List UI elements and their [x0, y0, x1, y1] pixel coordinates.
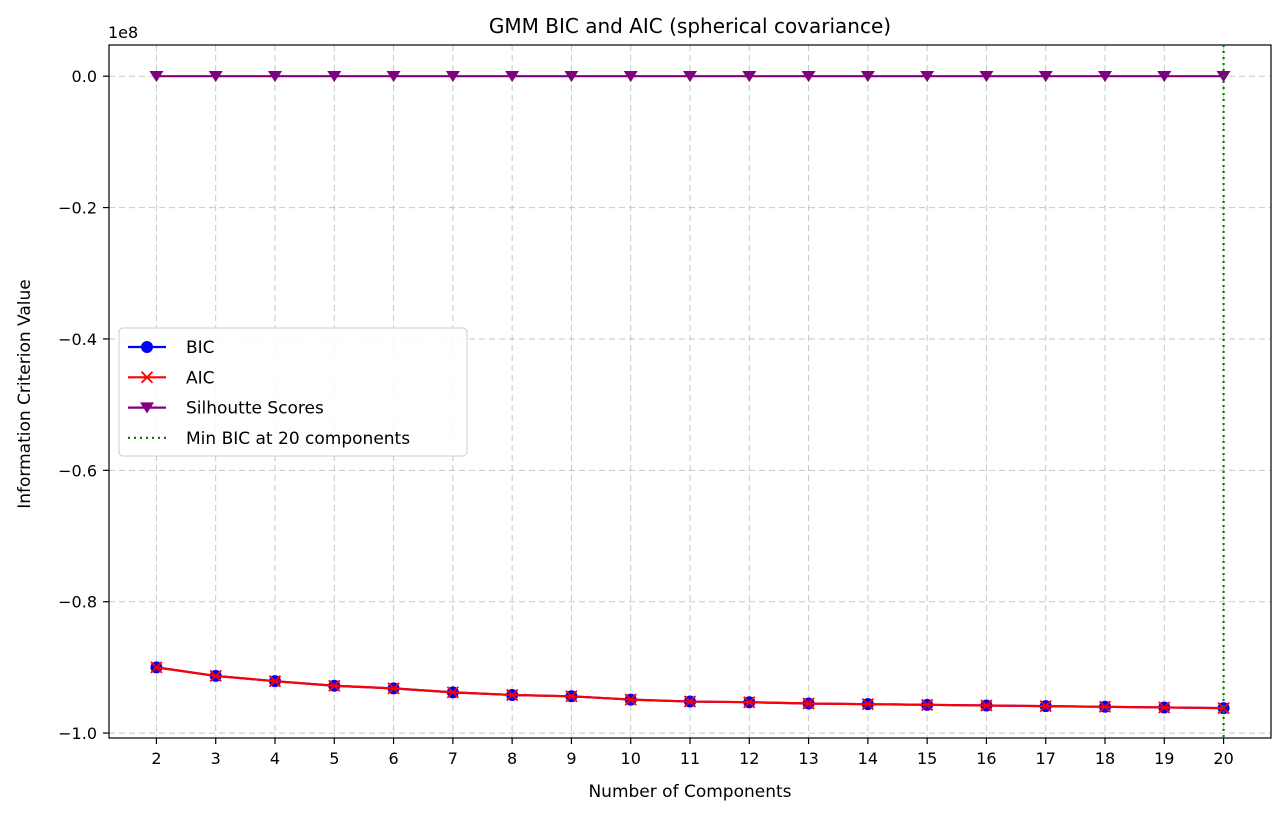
x-tick-label: 6: [388, 749, 398, 768]
silhoutte-scores-point: [149, 70, 164, 83]
x-axis-label: Number of Components: [588, 782, 791, 802]
aic-point: [1039, 700, 1052, 713]
legend-label: Silhoutte Scores: [186, 399, 324, 419]
silhoutte-scores-point: [742, 70, 757, 83]
plot-area: 2 3 4 5 6 7 8 9 10 11 12 13 14 15 16 17 18 19 20 0.0 −0.2 −0.…: [58, 44, 1272, 768]
silhoutte-scores-point: [1038, 70, 1053, 83]
aic-point: [328, 679, 341, 692]
x-tick-label: 20: [1213, 749, 1233, 768]
x-tick-label: 14: [858, 749, 878, 768]
x-tick-label: 5: [329, 749, 339, 768]
silhoutte-scores-point: [920, 70, 935, 83]
legend-item-bic: BIC: [128, 338, 215, 358]
silhoutte-scores-point: [386, 70, 401, 83]
aic-point: [268, 675, 282, 688]
legend-item-silhoutte-scores: Silhoutte Scores: [128, 399, 324, 419]
y-tick-label: −0.6: [58, 461, 97, 480]
x-tick-label: 7: [448, 749, 458, 768]
legend-label: AIC: [186, 368, 215, 388]
aic-point: [565, 690, 578, 703]
x-tick-label: 9: [566, 749, 576, 768]
x-tick-label: 4: [270, 749, 280, 768]
silhoutte-scores-point: [623, 70, 638, 83]
aic-point: [150, 661, 163, 674]
aic-point: [1158, 701, 1171, 714]
aic-point: [743, 696, 756, 709]
aic-point: [624, 693, 637, 706]
silhoutte-scores-point: [683, 70, 697, 83]
x-tick-label: 15: [917, 749, 937, 768]
silhoutte-scores-point: [327, 70, 342, 83]
x-axis-ticks: 2 3 4 5 6 7 8 9 10 11 12 13 14 15 16 17 18 19 20: [151, 738, 1234, 768]
aic-point: [802, 697, 815, 710]
legend-swatch-marker: [140, 371, 154, 384]
x-tick-label: 13: [798, 749, 818, 768]
legend-label: Min BIC at 20 components: [186, 429, 410, 449]
x-tick-label: 3: [211, 749, 221, 768]
aic-point: [980, 699, 993, 712]
legend-item-aic: AIC: [128, 368, 215, 388]
aic-point: [209, 669, 222, 683]
aic-point: [446, 686, 459, 699]
legend-box: [118, 327, 468, 457]
x-tick-label: 16: [976, 749, 996, 768]
silhoutte-scores-point: [1098, 70, 1112, 83]
aic-point: [861, 698, 874, 711]
legend: BIC AIC Silhoutte Scores Min BIC at 20 comp…: [118, 327, 468, 457]
chart-title: GMM BIC and AIC (spherical covariance): [489, 14, 891, 38]
y-axis-label: Information Criterion Value: [15, 279, 35, 509]
aic-point: [683, 695, 697, 708]
silhoutte-scores-point: [445, 70, 460, 83]
y-axis-ticks: 0.0 −0.2 −0.4 −0.6 −0.8 −1.0: [58, 67, 109, 743]
x-tick-label: 2: [151, 749, 161, 768]
silhoutte-scores-point: [505, 70, 520, 83]
y-tick-label: 0.0: [72, 67, 97, 86]
legend-label: BIC: [186, 338, 215, 358]
silhoutte-scores-point: [979, 70, 994, 83]
y-tick-label: −0.8: [58, 593, 97, 612]
y-tick-label: −0.2: [58, 199, 97, 218]
silhoutte-scores-point: [860, 70, 875, 83]
aic-series: [150, 661, 1230, 715]
silhoutte-scores-point: [208, 70, 223, 83]
silhoutte-scores-point: [1157, 70, 1172, 83]
silhoutte-scores-point: [564, 70, 579, 83]
aic-point: [1098, 700, 1112, 713]
x-tick-label: 18: [1095, 749, 1115, 768]
legend-swatch-marker: [141, 341, 153, 353]
silhoutte-scores-point: [801, 70, 816, 83]
aic-point: [387, 682, 400, 695]
legend-item-min-bic-at-20-components: Min BIC at 20 components: [128, 429, 410, 449]
legend-swatch-marker: [140, 402, 154, 414]
x-tick-label: 19: [1154, 749, 1174, 768]
y-tick-label: −0.4: [58, 330, 97, 349]
silhoutte-scores-point: [268, 70, 282, 83]
x-tick-label: 17: [1036, 749, 1056, 768]
y-offset-label: 1e8: [108, 23, 138, 42]
aic-point: [506, 688, 519, 702]
aic-point: [921, 698, 934, 711]
x-tick-label: 8: [507, 749, 517, 768]
aic-point: [1217, 701, 1230, 715]
x-tick-label: 11: [680, 749, 700, 768]
y-tick-label: −1.0: [58, 724, 97, 743]
x-tick-label: 10: [621, 749, 641, 768]
x-tick-label: 12: [739, 749, 759, 768]
